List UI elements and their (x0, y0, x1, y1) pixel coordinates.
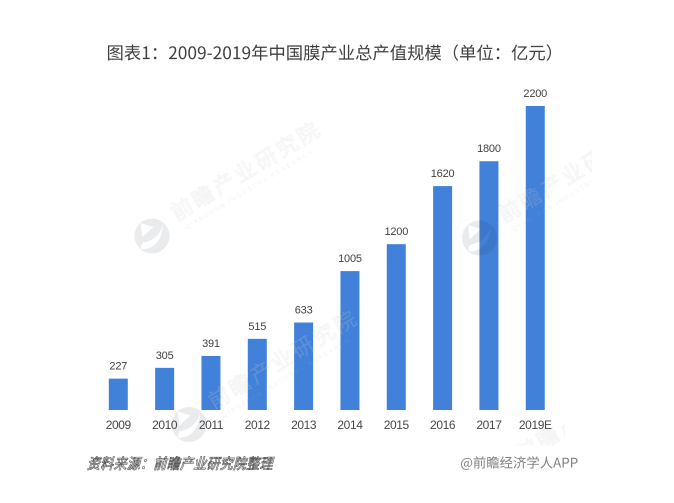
svg-text:1800: 1800 (477, 143, 501, 155)
svg-text:2010: 2010 (152, 418, 178, 432)
svg-text:2015: 2015 (384, 418, 410, 432)
svg-text:2200: 2200 (523, 88, 547, 100)
svg-text:1005: 1005 (338, 253, 362, 265)
svg-text:633: 633 (295, 305, 313, 317)
svg-text:2017: 2017 (476, 418, 502, 432)
svg-text:2012: 2012 (245, 418, 271, 432)
svg-text:2019E: 2019E (519, 418, 552, 432)
svg-text:2011: 2011 (199, 418, 224, 432)
svg-text:1620: 1620 (431, 168, 455, 180)
svg-text:2013: 2013 (291, 418, 317, 432)
svg-text:2014: 2014 (337, 418, 363, 432)
svg-text:2016: 2016 (430, 418, 456, 432)
svg-text:515: 515 (248, 321, 266, 333)
svg-text:1200: 1200 (384, 226, 408, 238)
svg-text:305: 305 (156, 350, 174, 362)
svg-text:391: 391 (202, 338, 220, 350)
svg-text:227: 227 (109, 361, 127, 373)
svg-text:2009: 2009 (106, 418, 132, 432)
